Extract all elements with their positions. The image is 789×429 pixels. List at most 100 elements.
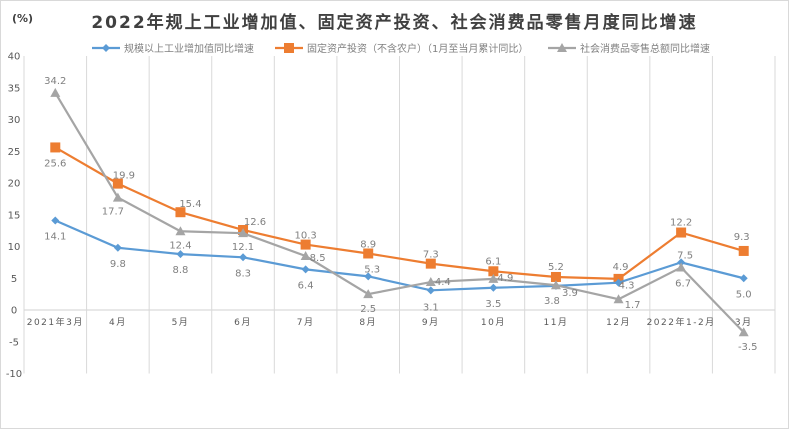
square-marker-icon — [738, 245, 749, 256]
legend-label: 规模以上工业增加值同比增速 — [124, 42, 254, 55]
y-axis-unit: (%) — [12, 12, 34, 25]
diamond-marker-icon — [489, 283, 498, 292]
data-label: 6.4 — [298, 280, 314, 291]
y-tick-label: 0 — [11, 306, 17, 317]
data-label: 14.1 — [44, 231, 66, 242]
data-label: 4.9 — [613, 262, 629, 273]
data-label: 12.4 — [169, 240, 191, 251]
diamond-marker-icon — [614, 278, 623, 287]
data-label: 6.1 — [485, 256, 501, 267]
diamond-marker-icon — [176, 250, 185, 259]
square-marker-icon — [300, 239, 311, 250]
data-label: 3.5 — [485, 299, 501, 310]
data-label: 9.8 — [110, 259, 126, 270]
data-label: 17.7 — [102, 207, 124, 218]
diamond-marker-icon — [426, 286, 435, 295]
y-tick-label: 15 — [8, 210, 21, 221]
data-label: 7.5 — [677, 250, 693, 261]
square-marker-icon — [676, 227, 687, 238]
x-category-label: 4月 — [109, 317, 127, 328]
chart-title: 2022年规上工业增加值、固定资产投资、社会消费品零售月度同比增速 — [91, 13, 698, 33]
data-label: 12.2 — [670, 218, 692, 229]
data-label: 5.0 — [736, 289, 752, 300]
data-label: 8.5 — [310, 253, 326, 264]
diamond-marker-icon — [739, 274, 748, 283]
y-tick-label: 10 — [8, 242, 21, 253]
diamond-marker-icon — [364, 272, 373, 281]
data-label: 9.3 — [734, 232, 750, 243]
x-category-label: 2022年1-2月 — [647, 316, 716, 328]
triangle-marker-icon — [738, 327, 749, 337]
triangle-marker-icon — [613, 294, 624, 304]
series-line — [54, 219, 744, 292]
data-label: 8.9 — [360, 239, 376, 250]
diamond-marker-icon — [239, 253, 248, 262]
square-marker-icon — [284, 43, 294, 53]
square-marker-icon — [363, 248, 374, 259]
x-category-label: 2021年3月 — [27, 316, 84, 328]
x-category-label: 11月 — [543, 317, 568, 328]
y-tick-label: 35 — [8, 83, 21, 94]
series-line — [54, 146, 745, 280]
legend-label: 社会消费品零售总额同比增速 — [580, 42, 710, 55]
triangle-marker-icon — [676, 262, 687, 272]
y-tick-label: -10 — [6, 369, 22, 380]
square-marker-icon — [175, 207, 186, 218]
data-label: 19.9 — [113, 171, 135, 182]
triangle-marker-icon — [488, 273, 499, 283]
data-label: 25.6 — [44, 158, 66, 169]
diamond-marker-icon — [301, 265, 310, 274]
square-marker-icon — [488, 266, 499, 277]
data-label: 4.3 — [619, 281, 635, 292]
diamond-marker-icon — [113, 243, 122, 252]
diamond-marker-icon — [51, 216, 60, 225]
data-label: -3.5 — [738, 342, 758, 353]
data-label: 7.3 — [423, 250, 439, 261]
data-label: 10.3 — [294, 231, 316, 242]
data-label: 8.8 — [173, 265, 189, 276]
x-category-label: 7月 — [297, 317, 315, 328]
data-label: 3.8 — [544, 296, 560, 307]
y-tick-label: 30 — [8, 115, 21, 126]
triangle-marker-icon — [550, 280, 561, 290]
data-label: 1.7 — [625, 300, 641, 311]
x-category-label: 12月 — [606, 317, 631, 328]
y-tick-label: 40 — [8, 52, 21, 63]
data-label: 12.6 — [244, 217, 266, 228]
data-label: 4.9 — [497, 273, 513, 284]
data-label: 15.4 — [179, 199, 201, 210]
data-label: 34.2 — [44, 76, 66, 87]
x-category-label: 5月 — [172, 317, 190, 328]
x-category-label: 8月 — [359, 317, 377, 328]
triangle-marker-icon — [300, 251, 311, 261]
square-marker-icon — [425, 258, 436, 269]
diamond-marker-icon — [677, 258, 686, 267]
series-line — [54, 92, 745, 333]
triangle-marker-icon — [238, 228, 249, 238]
triangle-marker-icon — [50, 87, 61, 97]
x-category-label: 6月 — [234, 317, 252, 328]
data-label: 3.1 — [423, 302, 439, 313]
data-label: 8.3 — [235, 268, 251, 279]
data-label: 12.1 — [232, 242, 254, 253]
y-tick-label: -5 — [9, 337, 19, 348]
data-label: 2.5 — [360, 304, 376, 315]
triangle-marker-icon — [425, 277, 436, 287]
x-category-label: 9月 — [422, 317, 440, 328]
y-tick-label: 25 — [8, 147, 21, 158]
diamond-marker-icon — [102, 44, 110, 52]
data-label: 3.9 — [562, 288, 578, 299]
triangle-marker-icon — [557, 43, 567, 52]
x-category-label: 3月 — [735, 317, 753, 328]
y-tick-label: 5 — [11, 274, 17, 285]
data-label: 5.2 — [548, 262, 564, 273]
triangle-marker-icon — [112, 192, 123, 202]
y-tick-label: 20 — [8, 179, 21, 190]
triangle-marker-icon — [175, 226, 186, 236]
square-marker-icon — [50, 142, 61, 153]
legend-label: 固定资产投资（不含农户）（1月至当月累计同比） — [307, 42, 528, 55]
square-marker-icon — [112, 178, 123, 189]
data-label: 6.7 — [675, 278, 691, 289]
